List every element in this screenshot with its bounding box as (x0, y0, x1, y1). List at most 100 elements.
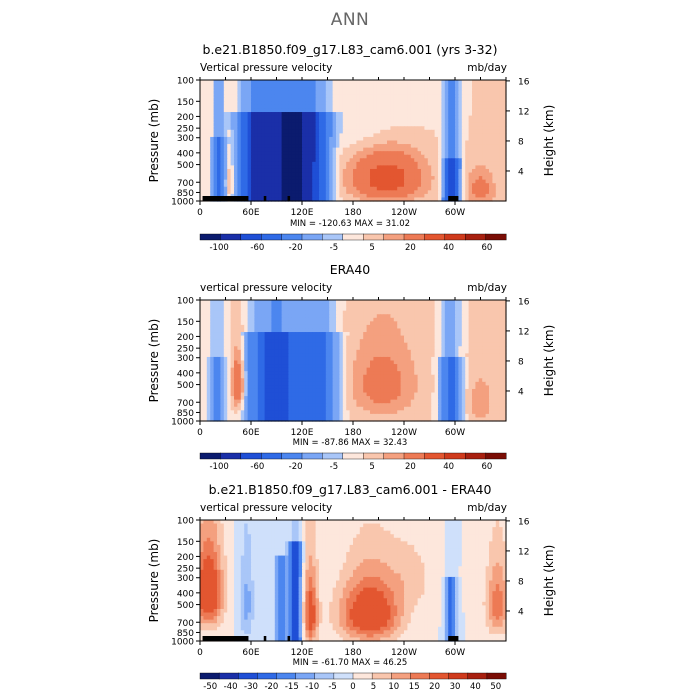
heatmap-cell (495, 136, 500, 142)
heatmap-cell (210, 90, 215, 95)
heatmap-cell (434, 126, 439, 131)
heatmap-cell (285, 310, 289, 315)
heatmap-cell (349, 122, 354, 127)
heatmap-cell (329, 364, 334, 369)
heatmap-cell (339, 342, 344, 347)
heatmap-cell (482, 104, 487, 110)
heatmap-cell (349, 356, 354, 362)
heatmap-cell (257, 104, 262, 110)
heatmap-cell (478, 154, 483, 159)
heatmap-cell (451, 179, 456, 184)
heatmap-cell (451, 133, 456, 138)
heatmap-cell (322, 346, 327, 351)
heatmap-cell (448, 328, 453, 333)
heatmap-cell (291, 353, 296, 358)
heatmap-cell (397, 108, 402, 113)
heatmap-cell (417, 332, 422, 337)
heatmap-cell (366, 307, 371, 312)
heatmap-cell (251, 144, 255, 149)
heatmap-cell (492, 335, 497, 340)
heatmap-cell (305, 356, 310, 362)
heatmap-cell (414, 303, 419, 308)
heatmap-cell (455, 367, 459, 372)
heatmap-cell (261, 349, 266, 354)
heatmap-cell (383, 193, 388, 199)
heatmap-cell (203, 360, 208, 365)
heatmap-cell (472, 364, 476, 369)
heatmap-cell (400, 186, 405, 191)
heatmap-cell (200, 328, 204, 333)
heatmap-cell (489, 332, 493, 337)
heatmap-cell (475, 140, 480, 145)
heatmap-cell (366, 310, 371, 315)
heatmap-cell (261, 144, 266, 149)
heatmap-cell (346, 104, 351, 110)
heatmap-cell (264, 101, 269, 106)
heatmap-cell (404, 122, 408, 127)
heatmap-cell (342, 151, 347, 156)
heatmap-cell (342, 186, 347, 191)
heatmap-cell (353, 80, 357, 85)
heatmap-cell (302, 94, 306, 99)
heatmap-cell (502, 300, 507, 305)
heatmap-cell (295, 176, 300, 181)
heatmap-cell (264, 168, 269, 174)
heatmap-cell (390, 321, 395, 326)
heatmap-cell (274, 136, 279, 142)
heatmap-cell (424, 314, 429, 319)
heatmap-cell (424, 94, 429, 99)
heatmap-cell (421, 129, 425, 134)
heatmap-cell (329, 115, 334, 120)
heatmap-cell (400, 310, 405, 315)
heatmap-cell (475, 119, 480, 124)
heatmap-cell (458, 193, 463, 199)
heatmap-cell (461, 314, 466, 319)
heatmap-cell (247, 151, 252, 156)
heatmap-cell (227, 158, 232, 163)
heatmap-cell (295, 193, 300, 199)
heatmap-cell (200, 190, 204, 195)
heatmap-cell (261, 122, 266, 127)
heatmap-cell (448, 310, 453, 315)
heatmap-cell (495, 104, 500, 110)
heatmap-cell (455, 303, 459, 308)
heatmap-cell (237, 349, 242, 354)
heatmap-cell (410, 356, 415, 362)
heatmap-cell (206, 339, 211, 344)
heatmap-cell (472, 310, 476, 315)
heatmap-cell (410, 122, 415, 127)
heatmap-cell (407, 83, 412, 88)
heatmap-cell (499, 183, 504, 188)
heatmap-cell (339, 136, 344, 142)
heatmap-cell (223, 94, 228, 99)
heatmap-cell (244, 314, 249, 319)
heatmap-cell (264, 147, 269, 152)
heatmap-cell (475, 158, 480, 163)
heatmap-cell (390, 346, 395, 351)
heatmap-cell (465, 321, 470, 326)
heatmap-cell (268, 356, 272, 362)
heatmap-cell (298, 83, 303, 88)
heatmap-cell (213, 342, 218, 347)
heatmap-cell (363, 342, 368, 347)
heatmap-cell (271, 183, 276, 188)
heatmap-cell (298, 115, 303, 120)
heatmap-cell (472, 193, 476, 199)
heatmap-cell (370, 300, 374, 305)
heatmap-cell (203, 317, 208, 322)
heatmap-cell (254, 364, 259, 369)
heatmap-cell (455, 339, 459, 344)
heatmap-cell (495, 328, 500, 333)
heatmap-cell (421, 112, 425, 117)
heatmap-cell (281, 324, 286, 330)
heatmap-cell (417, 183, 422, 188)
heatmap-cell (448, 108, 453, 113)
heatmap-cell (240, 140, 245, 145)
heatmap-cell (353, 87, 357, 92)
heatmap-cell (210, 172, 215, 177)
heatmap-cell (380, 310, 385, 315)
heatmap-cell (261, 190, 266, 195)
heatmap-cell (397, 158, 402, 163)
heatmap-cell (288, 80, 293, 85)
heatmap-cell (329, 193, 334, 199)
